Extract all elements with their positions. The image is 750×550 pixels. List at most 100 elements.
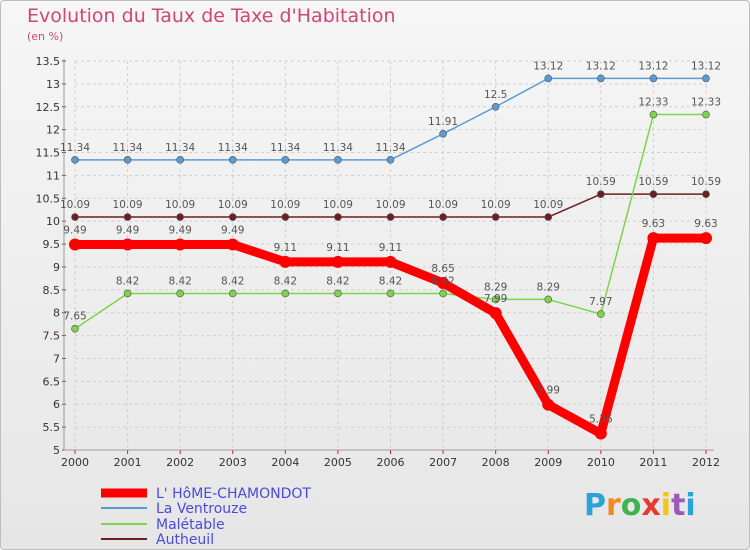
data-point — [386, 156, 395, 164]
y-tick-label: 13.5 — [36, 55, 61, 68]
y-tick-label: 8.5 — [43, 284, 61, 297]
data-label: 11.34 — [60, 142, 90, 154]
data-point — [437, 276, 450, 289]
data-label: 8.42 — [116, 275, 139, 287]
y-tick-label: 11.5 — [36, 147, 61, 160]
data-label: 10.09 — [481, 199, 511, 211]
y-tick-label: 12 — [46, 124, 60, 137]
data-point — [123, 213, 132, 221]
data-point — [384, 255, 397, 268]
data-point — [281, 213, 290, 221]
legend-label: Malétable — [156, 517, 225, 533]
data-label: 7.99 — [484, 293, 507, 305]
data-label: 11.34 — [165, 142, 195, 154]
data-point — [71, 156, 79, 164]
data-label: 8.65 — [431, 263, 454, 275]
data-point — [228, 156, 237, 164]
data-label: 9.49 — [116, 225, 139, 237]
data-point — [649, 190, 658, 198]
data-label: 11.34 — [270, 142, 300, 154]
data-point — [439, 129, 447, 138]
data-point — [279, 255, 292, 268]
data-label: 11.34 — [375, 142, 405, 154]
data-point — [594, 427, 607, 440]
data-point — [331, 255, 344, 268]
data-point — [597, 74, 605, 83]
proxiti-logo: Proxiti — [584, 488, 696, 523]
data-label: 10.09 — [375, 199, 405, 211]
data-point — [121, 238, 134, 251]
data-point — [491, 102, 500, 111]
data-point — [386, 213, 395, 221]
data-point — [439, 213, 447, 221]
data-point — [176, 213, 184, 221]
y-tick-label: 9.5 — [43, 238, 61, 251]
logo-letter: t — [671, 488, 686, 523]
data-point — [542, 398, 555, 411]
data-label: 7.97 — [589, 296, 612, 308]
logo-letter: i — [660, 488, 672, 523]
y-tick-label: 7.5 — [43, 330, 61, 343]
data-labels: 9.49 9.49 9.49 9.49 9.11 9.11 9.11 8.65 7.99 5.99… — [60, 60, 721, 425]
data-label: 10.59 — [638, 176, 668, 188]
data-label: 8.42 — [168, 275, 191, 287]
data-point — [544, 213, 553, 221]
data-label: 10.09 — [218, 199, 248, 211]
data-point — [702, 190, 710, 198]
data-label: 12.33 — [691, 97, 721, 109]
y-tick-label: 9 — [53, 261, 60, 274]
data-label: 11.34 — [218, 142, 248, 154]
data-point — [226, 238, 239, 251]
data-label: 10.59 — [691, 176, 721, 188]
x-tick-label: 2010 — [587, 456, 615, 469]
y-tick-label: 6 — [53, 398, 60, 411]
data-label: 9.49 — [168, 225, 191, 237]
unit-label: (en %) — [27, 30, 64, 43]
data-point — [334, 156, 342, 164]
y-tick-label: 5.5 — [43, 421, 61, 434]
data-label: 10.59 — [586, 176, 616, 188]
y-tick-label: 10.5 — [36, 192, 61, 205]
data-point — [702, 74, 710, 83]
data-point — [702, 110, 710, 119]
data-point — [597, 190, 605, 198]
data-label: 12.33 — [638, 97, 668, 109]
data-point — [489, 307, 502, 320]
data-label: 11.34 — [113, 142, 143, 154]
x-tick-label: 2003 — [219, 456, 247, 469]
y-tick-label: 8 — [53, 307, 60, 320]
axes: 5 5.5 6 6.5 7 7.5 8 8.5 9 9.5 10 10.5 11 11.5 12 12.5 13… — [36, 55, 721, 469]
data-label: 8.29 — [484, 281, 507, 293]
data-label: 9.63 — [642, 218, 665, 230]
logo-letter: P — [584, 488, 606, 523]
data-point — [123, 156, 132, 164]
x-tick-label: 2011 — [639, 456, 667, 469]
data-label: 9.11 — [379, 242, 402, 254]
data-label: 8.42 — [379, 275, 402, 287]
y-tick-label: 6.5 — [43, 375, 61, 388]
data-label: 7.65 — [63, 311, 86, 323]
data-point — [439, 289, 447, 298]
data-point — [174, 238, 187, 251]
data-point — [176, 156, 184, 164]
y-tick-label: 10 — [46, 215, 60, 228]
x-tick-label: 2000 — [61, 456, 89, 469]
y-tick-label: 5 — [53, 444, 60, 457]
x-tick-label: 2006 — [377, 456, 405, 469]
data-label: 5.36 — [589, 414, 613, 426]
data-label: 10.09 — [323, 199, 353, 211]
logo-letter: r — [606, 488, 621, 523]
data-point — [281, 156, 290, 164]
data-label: 12.5 — [484, 89, 507, 101]
x-tick-label: 2012 — [692, 456, 720, 469]
data-label: 9.49 — [221, 225, 244, 237]
data-label: 8.42 — [274, 275, 297, 287]
data-point — [334, 289, 342, 298]
data-label: 8.42 — [431, 275, 454, 287]
x-tick-label: 2007 — [429, 456, 457, 469]
data-point — [71, 324, 79, 333]
series-lines — [69, 74, 712, 440]
y-tick-label: 7 — [53, 352, 60, 365]
data-label: 11.91 — [428, 116, 458, 128]
